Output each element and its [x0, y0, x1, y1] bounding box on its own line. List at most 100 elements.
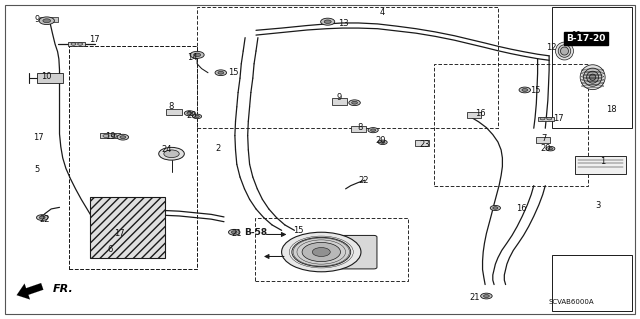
Text: 17: 17: [114, 229, 124, 238]
Circle shape: [164, 150, 179, 158]
Circle shape: [349, 100, 360, 106]
Text: 17: 17: [553, 114, 563, 123]
Bar: [255, 218, 408, 281]
Circle shape: [71, 43, 76, 45]
Text: 20: 20: [375, 137, 385, 145]
Bar: [69, 46, 197, 269]
Circle shape: [117, 134, 129, 140]
Circle shape: [111, 134, 117, 137]
Text: 4: 4: [380, 8, 385, 17]
Circle shape: [40, 216, 45, 219]
Text: SCVAB6000A: SCVAB6000A: [548, 299, 594, 305]
Circle shape: [378, 140, 387, 145]
Text: 2: 2: [215, 144, 220, 153]
Bar: [552, 255, 632, 311]
Bar: [351, 126, 366, 132]
Circle shape: [519, 87, 531, 93]
Text: 18: 18: [606, 105, 616, 114]
Circle shape: [232, 231, 237, 234]
Circle shape: [193, 53, 201, 57]
Circle shape: [380, 141, 385, 143]
Ellipse shape: [556, 42, 573, 60]
Bar: [467, 112, 481, 118]
Bar: [100, 133, 120, 138]
Text: 6: 6: [108, 245, 113, 254]
Text: 22: 22: [40, 215, 50, 224]
Text: 23: 23: [420, 140, 430, 149]
Text: 22: 22: [358, 176, 369, 185]
Text: 11: 11: [571, 31, 581, 40]
FancyBboxPatch shape: [319, 235, 377, 269]
Circle shape: [493, 207, 498, 209]
Circle shape: [193, 114, 202, 119]
Bar: [575, 156, 626, 174]
Text: 9: 9: [337, 93, 342, 102]
Text: 8: 8: [168, 102, 173, 111]
Text: 17: 17: [90, 35, 100, 44]
Text: 12: 12: [547, 43, 557, 52]
Ellipse shape: [580, 65, 605, 90]
Circle shape: [371, 129, 376, 131]
Circle shape: [282, 232, 361, 272]
Text: 21: 21: [470, 293, 480, 302]
Text: B-57: B-57: [298, 251, 321, 260]
Circle shape: [490, 205, 500, 211]
Text: FR.: FR.: [52, 284, 73, 294]
Text: 17: 17: [33, 133, 44, 142]
Circle shape: [481, 293, 492, 299]
Text: 7: 7: [541, 134, 547, 143]
Circle shape: [302, 242, 340, 262]
Circle shape: [540, 117, 545, 120]
Bar: [69, 46, 197, 269]
Circle shape: [522, 89, 527, 91]
Circle shape: [103, 134, 109, 137]
Bar: [40, 17, 58, 22]
Circle shape: [292, 237, 351, 267]
Bar: [90, 197, 165, 258]
Text: 3: 3: [596, 201, 601, 210]
Text: 16: 16: [516, 204, 527, 213]
Bar: [197, 7, 498, 128]
Ellipse shape: [587, 71, 598, 83]
Circle shape: [215, 70, 227, 76]
Text: 20: 20: [540, 144, 550, 153]
Circle shape: [39, 17, 54, 25]
Circle shape: [184, 111, 195, 116]
Text: 16: 16: [475, 109, 485, 118]
Bar: [434, 64, 588, 186]
Text: 20: 20: [187, 111, 197, 120]
Text: 15: 15: [293, 226, 303, 235]
Bar: [68, 42, 85, 46]
Bar: [37, 73, 63, 83]
Circle shape: [77, 43, 83, 45]
Circle shape: [548, 147, 553, 150]
Circle shape: [547, 117, 552, 120]
Bar: [536, 137, 550, 143]
Text: B-58: B-58: [244, 228, 268, 237]
Ellipse shape: [561, 47, 568, 55]
Ellipse shape: [589, 74, 596, 80]
Bar: [415, 140, 429, 146]
Bar: [166, 109, 182, 115]
Text: 21: 21: [232, 229, 242, 238]
Circle shape: [352, 101, 358, 104]
Circle shape: [228, 229, 240, 235]
Circle shape: [368, 128, 378, 133]
Circle shape: [159, 147, 184, 160]
Circle shape: [484, 295, 489, 297]
Text: 1: 1: [600, 157, 605, 166]
Circle shape: [312, 248, 330, 256]
Text: 19: 19: [105, 132, 115, 141]
Text: 24: 24: [161, 145, 172, 154]
Text: 8: 8: [357, 123, 362, 132]
Circle shape: [324, 20, 332, 24]
Circle shape: [187, 112, 192, 115]
Text: B-17-20: B-17-20: [566, 34, 606, 43]
Circle shape: [190, 51, 204, 58]
Circle shape: [195, 115, 200, 118]
Text: 14: 14: [187, 53, 197, 62]
Text: 15: 15: [530, 86, 540, 95]
Bar: [332, 98, 347, 105]
Circle shape: [120, 136, 125, 138]
Ellipse shape: [584, 68, 602, 86]
